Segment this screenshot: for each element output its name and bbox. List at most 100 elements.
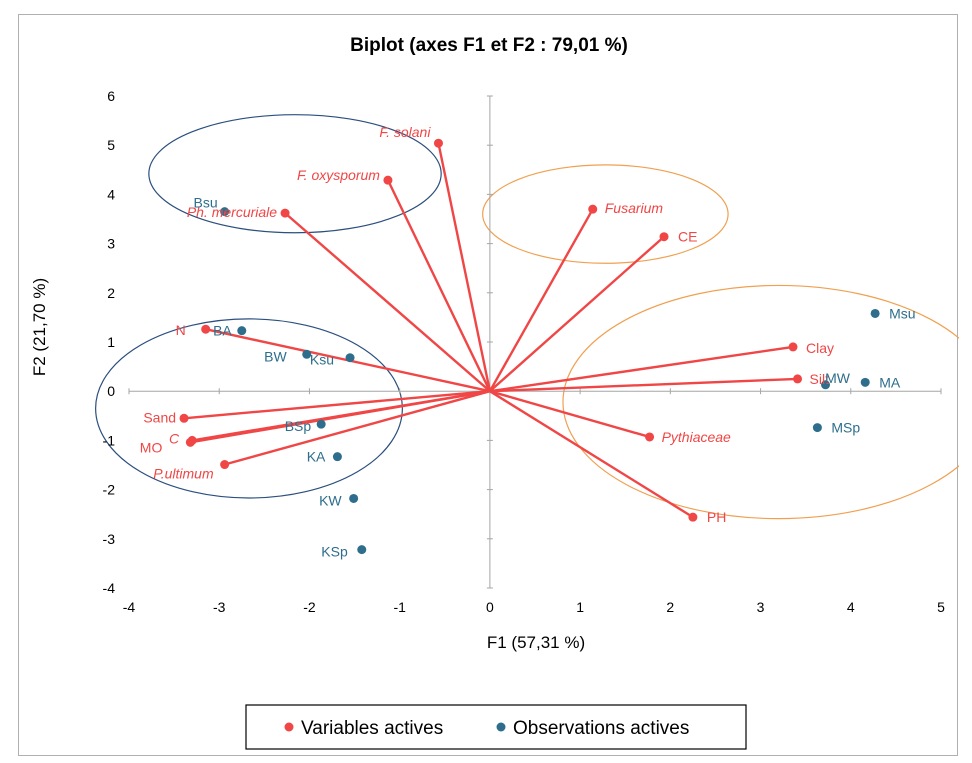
vector-silt bbox=[489, 377, 798, 393]
variable-label-ph: PH bbox=[707, 509, 726, 525]
x-tick-label: -4 bbox=[123, 599, 136, 615]
y-tick-label: 0 bbox=[107, 383, 115, 399]
vector-ce bbox=[489, 235, 665, 393]
variable-point-c bbox=[187, 435, 197, 445]
variable-label-mo: MO bbox=[140, 439, 163, 455]
legend-box bbox=[245, 704, 747, 750]
y-tick-label: -4 bbox=[103, 580, 116, 596]
x-tick-label: 4 bbox=[847, 599, 855, 615]
observation-point-ka bbox=[332, 452, 342, 462]
observation-point-kw bbox=[349, 493, 359, 503]
variable-point-f-oxysporum bbox=[383, 175, 393, 185]
y-tick-label: 2 bbox=[107, 285, 115, 301]
x-tick-label: 5 bbox=[937, 599, 945, 615]
observation-label-ma: MA bbox=[879, 374, 901, 390]
legend-label-observations: Observations actives bbox=[513, 718, 689, 739]
variable-point-silt bbox=[793, 374, 803, 384]
legend: Variables actives Observations actives bbox=[245, 704, 747, 750]
observation-label-mw: MW bbox=[825, 370, 851, 386]
vector-f-solani bbox=[437, 142, 492, 392]
y-tick-label: 5 bbox=[107, 137, 115, 153]
vector-ph-mercuriale bbox=[284, 212, 491, 393]
variable-label-pythiaceae: Pythiaceae bbox=[662, 429, 731, 445]
variable-point-fusarium bbox=[588, 204, 598, 214]
legend-marker-observations bbox=[496, 722, 506, 732]
observation-label-ksp: KSp bbox=[321, 544, 348, 560]
variable-point-pythiaceae bbox=[645, 432, 655, 442]
vector-clay bbox=[489, 345, 794, 393]
chart-title: Biplot (axes F1 et F2 : 79,01 %) bbox=[350, 35, 628, 56]
observation-point-msu bbox=[870, 308, 880, 318]
y-tick-label: 1 bbox=[107, 334, 115, 350]
variable-vectors bbox=[183, 142, 798, 519]
group-ellipses bbox=[95, 114, 959, 520]
vector-fusarium bbox=[488, 208, 594, 392]
observation-label-bsp: BSp bbox=[285, 418, 312, 434]
legend-label-variables: Variables actives bbox=[301, 718, 443, 739]
legend-marker-variables bbox=[284, 722, 294, 732]
variable-label-clay: Clay bbox=[806, 340, 834, 356]
x-tick-label: -3 bbox=[213, 599, 226, 615]
observation-label-bw: BW bbox=[264, 348, 287, 364]
group-ellipse-orange-3 bbox=[562, 284, 959, 520]
y-tick-label: -2 bbox=[103, 482, 116, 498]
observation-label-bsu: Bsu bbox=[194, 195, 218, 211]
observation-point-bsp bbox=[316, 419, 326, 429]
x-tick-label: -1 bbox=[393, 599, 406, 615]
observation-point-msp bbox=[812, 423, 822, 433]
vector-f-oxysporum bbox=[386, 179, 491, 392]
x-tick-label: -2 bbox=[303, 599, 316, 615]
y-tick-label: 4 bbox=[107, 186, 115, 202]
variable-label-p-ultimum: P.ultimum bbox=[153, 466, 214, 482]
variable-label-f-solani: F. solani bbox=[379, 124, 431, 140]
variable-point-sand bbox=[179, 413, 189, 423]
observation-point-bsu bbox=[220, 207, 230, 217]
point-labels: F. solani F. oxysporum Ph. mercuriale N Sand… bbox=[140, 124, 916, 559]
y-tick-label: 6 bbox=[107, 88, 115, 104]
variable-label-fusarium: Fusarium bbox=[605, 200, 664, 216]
observation-point-bw bbox=[302, 349, 312, 359]
observation-label-msp: MSp bbox=[831, 420, 860, 436]
observation-point-ksp bbox=[357, 545, 367, 555]
observation-label-kw: KW bbox=[319, 492, 342, 508]
variable-label-ph-mercuriale: Ph. mercuriale bbox=[187, 204, 277, 220]
variable-label-f-oxysporum: F. oxysporum bbox=[297, 167, 380, 183]
observation-point-ksu bbox=[345, 353, 355, 363]
group-ellipse-orange-2 bbox=[482, 164, 729, 264]
chart-frame: Biplot (axes F1 et F2 : 79,01 %) -4 -3 -2-… bbox=[18, 14, 959, 756]
y-tick-label: -3 bbox=[103, 531, 116, 547]
variable-label-n: N bbox=[176, 322, 186, 338]
variable-label-sand: Sand bbox=[143, 409, 176, 425]
observation-label-ka: KA bbox=[307, 449, 326, 465]
observation-label-ba: BA bbox=[213, 323, 232, 339]
variable-label-silt: Silt bbox=[810, 371, 830, 387]
vector-sand bbox=[183, 390, 490, 420]
vector-ph bbox=[489, 390, 694, 519]
x-tick-label: 2 bbox=[666, 599, 674, 615]
variable-label-ce: CE bbox=[678, 229, 697, 245]
group-ellipse-blue-1 bbox=[95, 318, 403, 499]
variable-point-ph-mercuriale bbox=[280, 208, 290, 218]
variable-point-f-solani bbox=[433, 138, 443, 148]
observation-label-msu: Msu bbox=[889, 305, 915, 321]
x-tick-label: 0 bbox=[486, 599, 494, 615]
biplot-chart: Biplot (axes F1 et F2 : 79,01 %) -4 -3 -2-… bbox=[30, 35, 959, 750]
observation-label-ksu: Ksu bbox=[310, 352, 334, 368]
variable-point-p-ultimum bbox=[220, 460, 230, 470]
vector-c bbox=[191, 390, 491, 442]
y-axis-title: F2 (21,70 %) bbox=[30, 278, 49, 376]
y-tick-label: -1 bbox=[103, 432, 116, 448]
axes: -4 -3 -2 -1 0 1 2 3 4 5 -4 -3 -2 -1 0 1 2 3 4 5 6 bbox=[103, 88, 946, 615]
observation-point-mw bbox=[821, 380, 831, 390]
variable-point-ce bbox=[659, 232, 669, 242]
observation-point-ba bbox=[237, 326, 247, 336]
variable-point-ph bbox=[688, 512, 698, 522]
x-tick-label: 1 bbox=[576, 599, 584, 615]
observation-point-ma bbox=[860, 377, 870, 387]
variable-point-n bbox=[201, 324, 211, 334]
x-tick-label: 3 bbox=[757, 599, 765, 615]
vector-pythiaceae bbox=[489, 390, 650, 439]
y-tick-label: 3 bbox=[107, 236, 115, 252]
variable-label-c: C bbox=[169, 430, 180, 446]
x-axis-title: F1 (57,31 %) bbox=[487, 633, 585, 652]
